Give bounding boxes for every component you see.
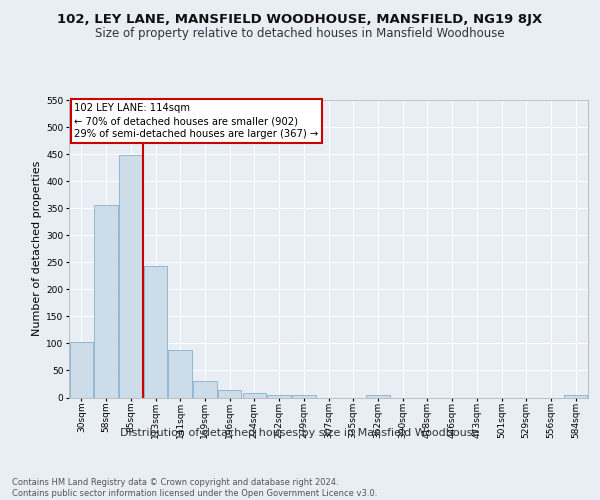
Text: 102, LEY LANE, MANSFIELD WOODHOUSE, MANSFIELD, NG19 8JX: 102, LEY LANE, MANSFIELD WOODHOUSE, MANS… [58, 12, 542, 26]
Bar [366, 395, 389, 398]
Bar [193, 382, 217, 398]
Bar [119, 155, 143, 398]
Y-axis label: Number of detached properties: Number of detached properties [32, 161, 42, 336]
Bar [169, 350, 192, 398]
Bar [218, 390, 241, 398]
Bar [144, 266, 167, 398]
Bar [94, 205, 118, 398]
Bar [242, 392, 266, 398]
Bar [70, 342, 93, 398]
Text: Contains HM Land Registry data © Crown copyright and database right 2024.
Contai: Contains HM Land Registry data © Crown c… [12, 478, 377, 498]
Bar [564, 395, 587, 398]
Bar [292, 395, 316, 398]
Text: 102 LEY LANE: 114sqm
← 70% of detached houses are smaller (902)
29% of semi-deta: 102 LEY LANE: 114sqm ← 70% of detached h… [74, 103, 319, 140]
Text: Size of property relative to detached houses in Mansfield Woodhouse: Size of property relative to detached ho… [95, 28, 505, 40]
Bar [268, 395, 291, 398]
Text: Distribution of detached houses by size in Mansfield Woodhouse: Distribution of detached houses by size … [121, 428, 479, 438]
